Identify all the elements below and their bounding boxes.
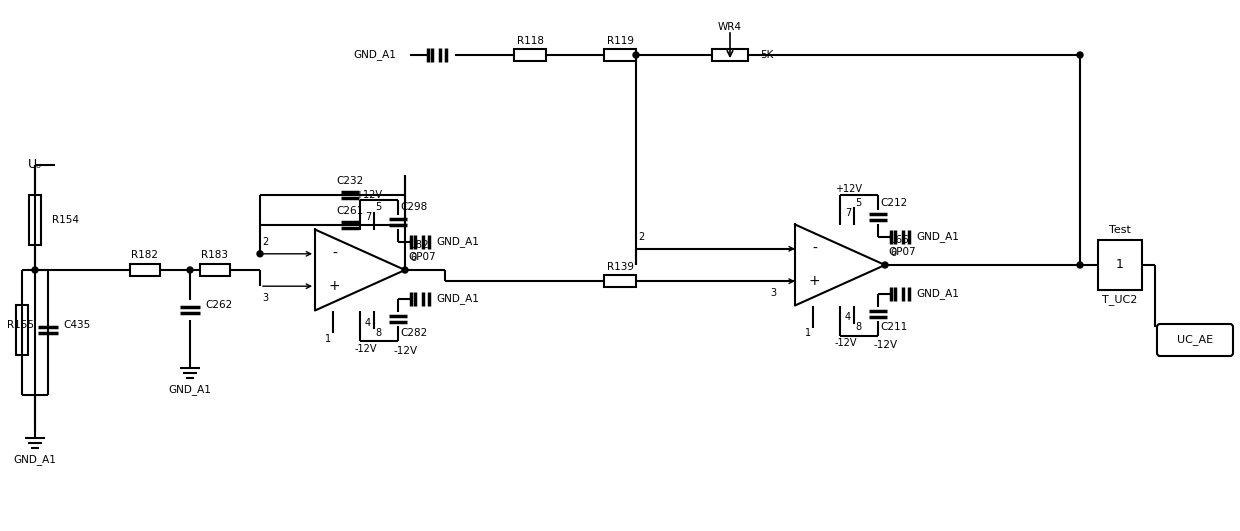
Text: OP07: OP07: [408, 252, 435, 262]
Text: 3: 3: [770, 288, 776, 298]
Text: R118: R118: [517, 36, 543, 46]
Text: 7: 7: [365, 212, 371, 222]
Bar: [604, 275, 636, 287]
Text: R182: R182: [131, 250, 159, 260]
Text: 3: 3: [262, 293, 268, 303]
Circle shape: [1078, 52, 1083, 58]
Circle shape: [1078, 262, 1083, 268]
Text: 7: 7: [844, 208, 851, 218]
Text: GND_A1: GND_A1: [436, 293, 479, 304]
Text: R154: R154: [52, 215, 79, 225]
Text: +: +: [329, 279, 341, 293]
Circle shape: [882, 262, 888, 268]
Text: -12V: -12V: [835, 338, 858, 348]
Text: 4: 4: [365, 318, 371, 328]
Text: 1: 1: [805, 329, 811, 338]
Circle shape: [32, 267, 38, 273]
Bar: [1097, 240, 1142, 290]
Text: GND_A1: GND_A1: [436, 236, 479, 247]
Text: C435: C435: [63, 320, 91, 330]
Text: 8: 8: [376, 328, 382, 338]
Text: 6: 6: [410, 253, 417, 263]
Text: GND_A1: GND_A1: [14, 455, 57, 466]
Text: 2: 2: [262, 237, 268, 247]
Text: 8: 8: [856, 322, 862, 332]
Circle shape: [187, 267, 193, 273]
Text: +12V: +12V: [355, 190, 382, 200]
Text: R183: R183: [201, 250, 228, 260]
Bar: [604, 49, 636, 61]
Text: U66: U66: [888, 235, 909, 245]
Text: T_UC2: T_UC2: [1102, 295, 1137, 305]
Text: GND_A1: GND_A1: [353, 49, 397, 61]
Text: C212: C212: [880, 198, 908, 208]
Text: Uₒ: Uₒ: [29, 158, 42, 172]
Text: +12V: +12V: [835, 184, 862, 194]
Text: 1: 1: [325, 333, 331, 344]
Text: R139: R139: [606, 262, 634, 272]
Text: C262: C262: [205, 300, 232, 310]
Bar: [16, 305, 29, 355]
Text: GND_A1: GND_A1: [916, 231, 959, 242]
Text: -: -: [332, 247, 337, 261]
Bar: [712, 49, 748, 61]
Text: 2: 2: [637, 232, 644, 242]
Text: 1: 1: [1116, 259, 1123, 271]
Text: GND_A1: GND_A1: [169, 384, 212, 396]
Text: UC_AE: UC_AE: [1177, 335, 1213, 346]
Circle shape: [632, 52, 639, 58]
Text: C211: C211: [880, 322, 908, 332]
Text: C232: C232: [336, 176, 363, 185]
Text: C261: C261: [336, 205, 363, 216]
Text: U82: U82: [408, 240, 429, 250]
Text: -12V: -12V: [873, 340, 897, 350]
Circle shape: [402, 267, 408, 273]
Text: Test: Test: [1109, 225, 1131, 235]
Text: -12V: -12V: [393, 346, 417, 355]
Text: C298: C298: [401, 202, 428, 212]
Text: -12V: -12V: [355, 344, 377, 354]
Bar: [515, 49, 546, 61]
Bar: [130, 264, 160, 276]
Text: +: +: [808, 274, 821, 288]
Bar: [29, 195, 41, 245]
Text: -: -: [812, 242, 817, 256]
Text: R119: R119: [606, 36, 634, 46]
Text: 6: 6: [890, 248, 897, 258]
Bar: [200, 264, 229, 276]
FancyBboxPatch shape: [1157, 324, 1233, 356]
Text: R155: R155: [7, 320, 33, 330]
Text: 4: 4: [844, 313, 851, 322]
Text: 5: 5: [376, 202, 382, 212]
Text: C282: C282: [401, 328, 428, 338]
Text: OP07: OP07: [888, 247, 915, 257]
Circle shape: [257, 251, 263, 257]
Text: GND_A1: GND_A1: [916, 288, 959, 299]
Text: 5: 5: [856, 198, 862, 208]
Text: WR4: WR4: [718, 22, 742, 32]
Text: 5K: 5K: [760, 50, 774, 60]
